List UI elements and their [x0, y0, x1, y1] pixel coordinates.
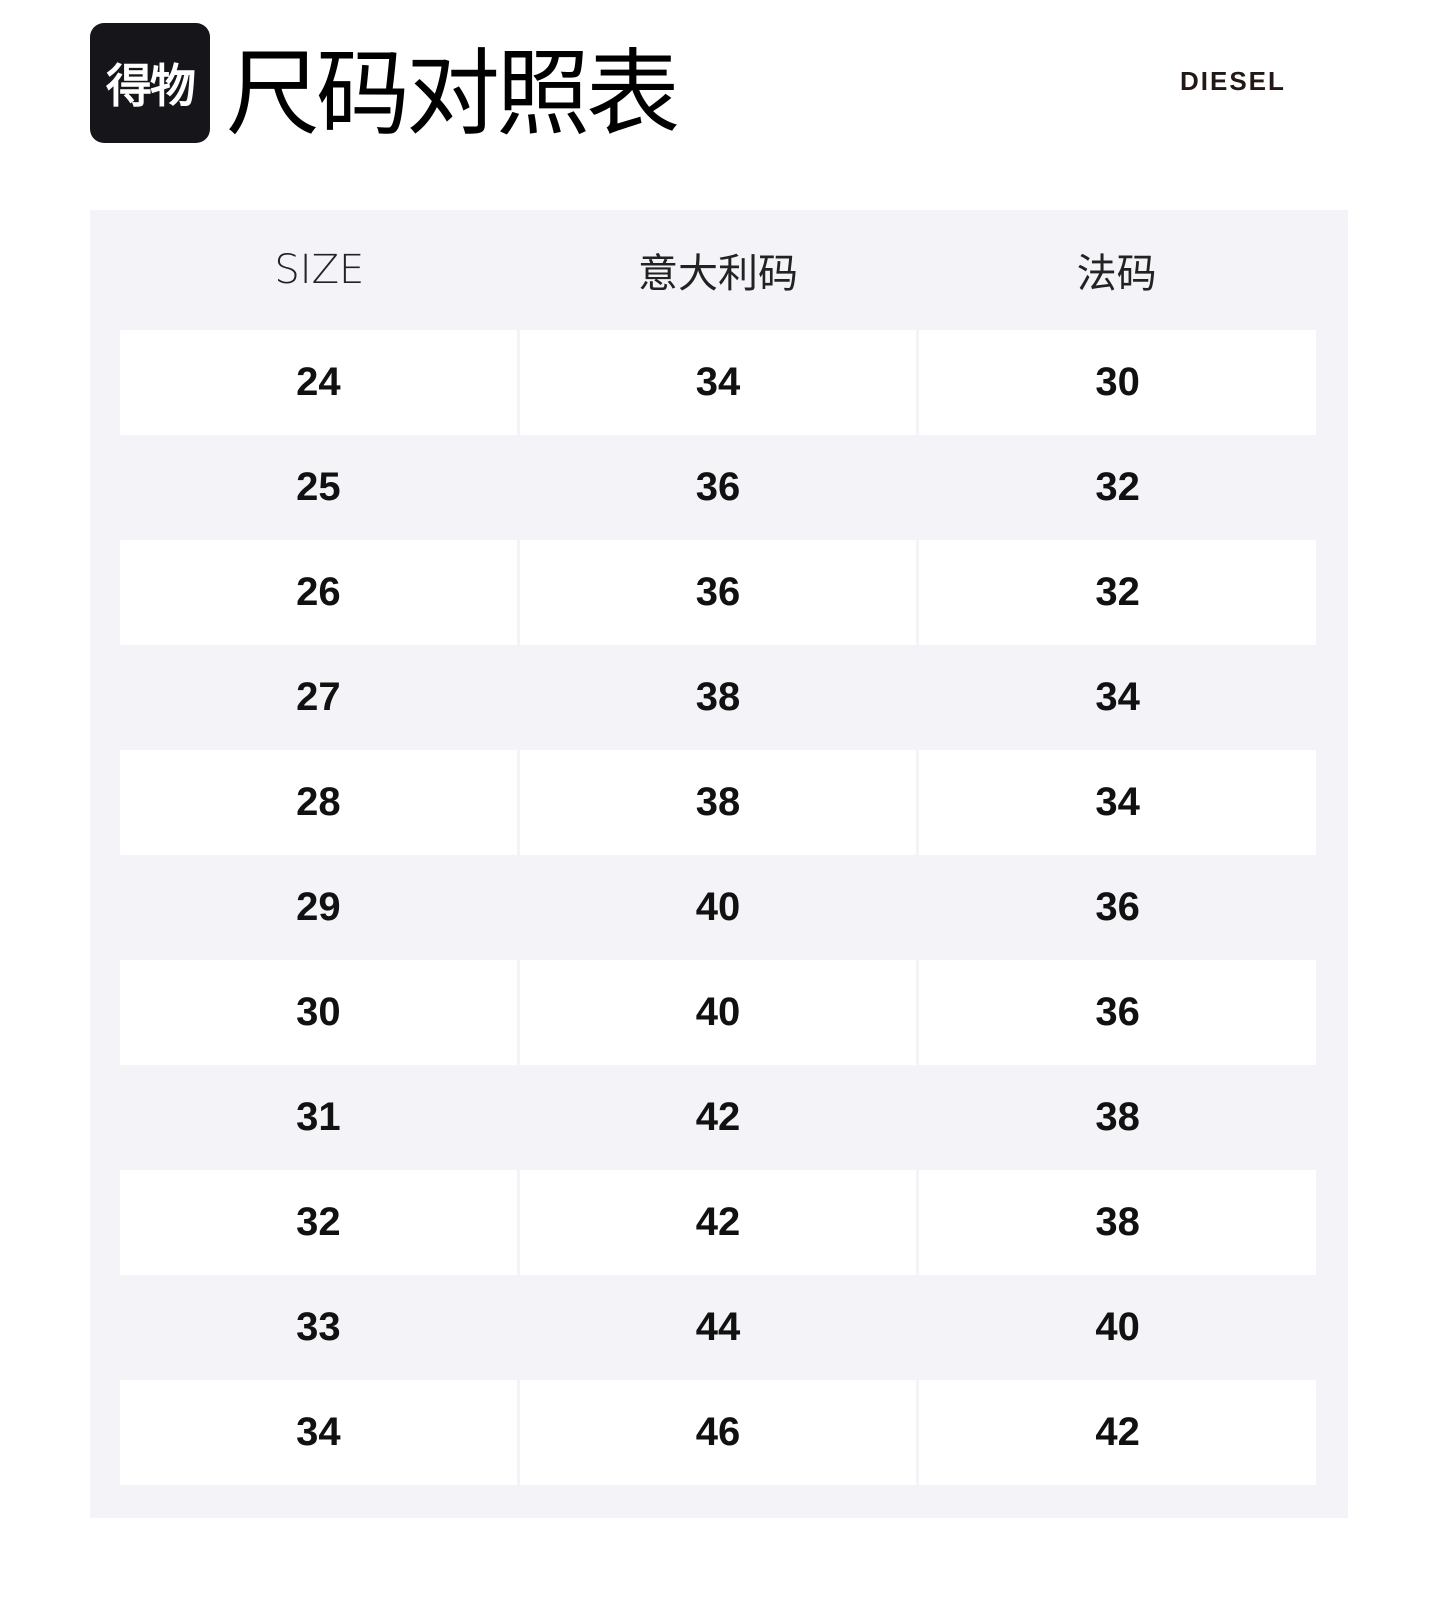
table-row: 25 36 32 [120, 435, 1316, 540]
table-cell: 24 [120, 330, 517, 435]
table-cell: 46 [519, 1380, 917, 1485]
table-cell: 27 [296, 675, 341, 719]
table-row: 29 40 36 [120, 855, 1316, 960]
table-cell: 42 [695, 1095, 741, 1139]
table-row: 31 42 38 [120, 1065, 1316, 1170]
table-cell: 30 [120, 960, 517, 1065]
table-cell: 31 [296, 1095, 341, 1139]
table-cell: 32 [919, 540, 1317, 645]
table-cell: 42 [919, 1380, 1317, 1485]
table-cell: 40 [695, 885, 741, 929]
table-row: 24 34 30 [120, 330, 1317, 435]
table-cell: 36 [1095, 885, 1140, 929]
table-cell: 38 [919, 1170, 1317, 1275]
table-cell: 32 [120, 1170, 517, 1275]
table-cell: 34 [519, 330, 917, 435]
table-cell: 38 [519, 750, 917, 855]
column-header-italian: 意大利码 [638, 251, 798, 297]
table-row: 33 44 40 [120, 1275, 1316, 1380]
table-header: SIZE 意大利码 法码 [120, 210, 1316, 330]
table-cell: 42 [519, 1170, 917, 1275]
table-cell: 36 [919, 960, 1317, 1065]
table-cell: 30 [919, 330, 1317, 435]
table-row: 34 46 42 [120, 1380, 1317, 1485]
table-row: 30 40 36 [120, 960, 1317, 1065]
table-cell: 38 [1095, 1095, 1140, 1139]
brand-logo: DIESEL [1180, 66, 1286, 96]
page-title: 尺码对照表 [226, 40, 680, 149]
table-cell: 26 [120, 540, 517, 645]
table-cell: 25 [296, 465, 341, 509]
table-cell: 44 [695, 1305, 741, 1349]
size-chart-table: SIZE 意大利码 法码 24 34 30 25 36 32 26 36 32 27 38 34 28 3… [90, 210, 1348, 1518]
table-row: 32 42 38 [120, 1170, 1317, 1275]
table-row: 27 38 34 [120, 645, 1316, 750]
table-row: 26 36 32 [120, 540, 1317, 645]
table-cell: 34 [120, 1380, 517, 1485]
table-cell: 28 [120, 750, 517, 855]
dewu-logo: 得物 [90, 23, 210, 143]
logo-text: 得物 [106, 59, 196, 113]
table-row: 28 38 34 [120, 750, 1317, 855]
table-cell: 34 [1095, 675, 1140, 719]
table-cell: 40 [519, 960, 917, 1065]
table-cell: 29 [296, 885, 341, 929]
column-header-french: 法码 [1076, 251, 1157, 297]
table-cell: 36 [519, 540, 917, 645]
column-header-size: SIZE [274, 247, 365, 293]
table-cell: 33 [296, 1305, 341, 1349]
table-cell: 40 [1095, 1305, 1140, 1349]
table-cell: 32 [1095, 465, 1140, 509]
table-cell: 34 [919, 750, 1317, 855]
table-body: 24 34 30 25 36 32 26 36 32 27 38 34 28 38 34 29 40 36 30 40… [120, 330, 1317, 1485]
table-cell: 36 [695, 465, 741, 509]
table-cell: 38 [695, 675, 741, 719]
